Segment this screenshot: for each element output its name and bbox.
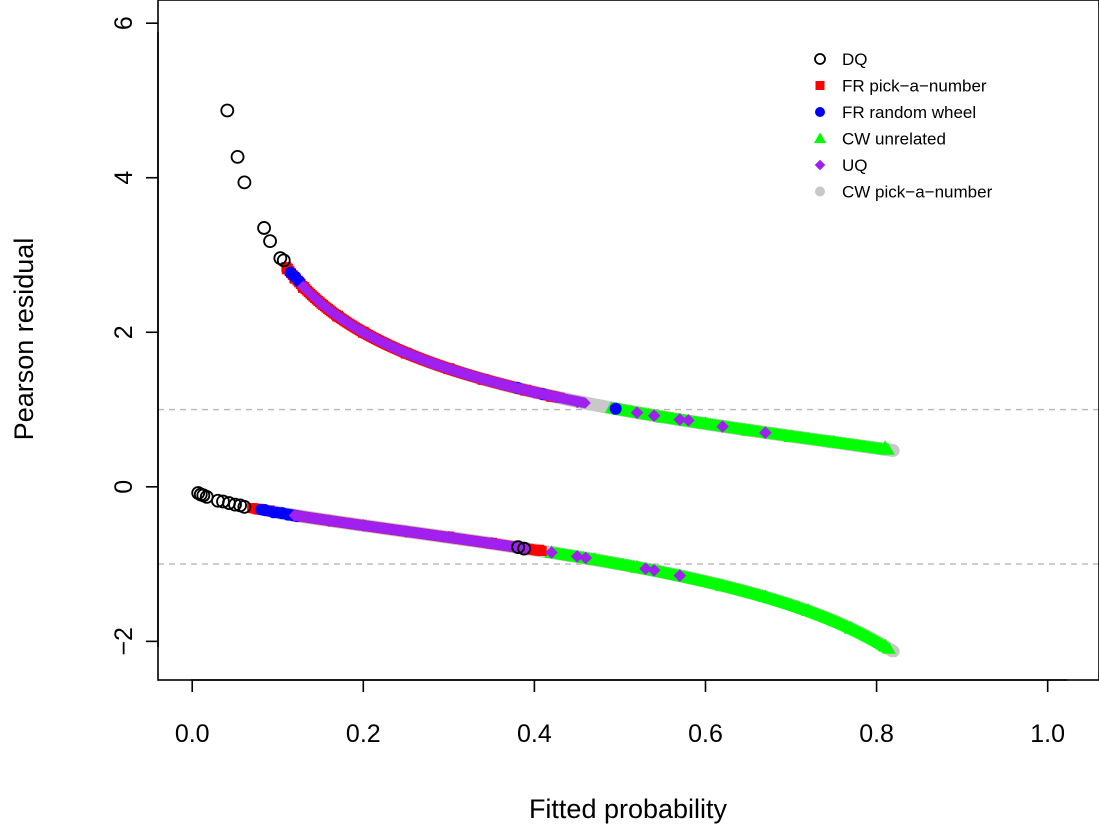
data-point [826,434,842,448]
data-point [257,221,271,235]
data-point [288,509,302,522]
data-point [237,500,252,514]
legend-label: CW unrelated [842,130,946,149]
data-point [237,175,252,190]
data-point [545,546,558,559]
data-point [682,414,695,427]
data-point [698,416,713,429]
data-point [442,530,456,544]
data-point [459,367,473,381]
legend-label: FR random wheel [842,103,976,122]
data-point [314,296,327,310]
x-tick-label: 0.6 [688,720,723,748]
data-point [639,562,652,576]
data-point [843,621,859,634]
plot-frame [157,0,1099,681]
data-point [647,563,661,577]
data-point [511,540,526,554]
data-point [609,402,622,415]
legend-item: FR pick−a−number [815,77,987,96]
data-point [263,234,277,248]
legend-item: CW pick−a−number [815,183,993,202]
data-point [357,519,370,532]
data-point [673,569,687,582]
legend-marker [815,107,825,117]
data-point [877,638,893,652]
data-point [579,397,591,409]
reference-lines [158,408,1099,565]
legend-marker [814,53,826,65]
y-tick-label: −2 [110,627,138,656]
data-point [716,420,729,433]
data-point [715,578,730,592]
data-point [647,409,661,423]
legend-marker [815,186,825,197]
data-point [673,413,687,426]
data-point [587,552,602,565]
ticks: 0.0 0.2 0.4 0.6 0.8 1.0 −2 0 2 4 6 [110,16,1065,748]
data-point [579,551,593,565]
x-tick-label: 0.8 [859,720,894,748]
legend-label: UQ [842,156,868,175]
data-point [630,406,644,419]
data-point [357,325,370,339]
legend-marker [814,159,826,171]
legend-item: DQ [814,50,868,69]
data-point [570,395,584,409]
data-point [655,410,670,423]
data-point [273,251,288,265]
data-point [485,536,498,550]
data-points [191,103,900,658]
legend: DQ FR pick−a−number FR random wheel CW unre… [814,50,993,202]
data-point [399,525,413,538]
legend-item: FR random wheel [815,103,976,122]
y-axis-title: Pearson residual [9,238,39,441]
x-tick-label: 0.4 [517,720,552,748]
y-tick-label: 0 [110,480,138,494]
legend-label: CW pick−a−number [842,183,993,202]
data-point [759,426,772,440]
y-tick-label: 4 [110,171,138,185]
data-point [230,149,245,164]
data-point [533,544,545,556]
data-point [425,356,439,370]
data-point [528,386,541,399]
data-point [517,541,532,556]
y-tick-label: 2 [110,325,138,339]
series-dq [191,103,532,556]
legend-marker [814,132,826,143]
data-point [322,514,336,528]
data-point [228,497,242,512]
legend-item: CW unrelated [814,130,946,149]
x-tick-label: 1.0 [1030,720,1065,748]
data-point [220,103,235,118]
data-point [800,603,816,616]
data-point [493,377,507,391]
y-tick-label: 6 [110,16,138,30]
x-tick-label: 0.0 [175,720,210,748]
data-point [570,550,584,563]
series-cw-unrelated [544,401,896,654]
x-axis-title: Fitted probability [529,794,728,824]
data-point [758,589,773,602]
legend-marker [815,81,825,90]
data-point [276,253,291,268]
data-point [391,342,404,356]
x-tick-label: 0.2 [346,720,381,748]
data-point [741,423,756,436]
legend-item: UQ [814,156,868,175]
data-point [335,312,349,326]
data-point [297,280,310,293]
legend-label: FR pick−a−number [842,77,987,96]
data-point [877,440,893,453]
series-uq [288,280,772,582]
data-point [783,429,799,442]
legend-label: DQ [842,50,868,69]
